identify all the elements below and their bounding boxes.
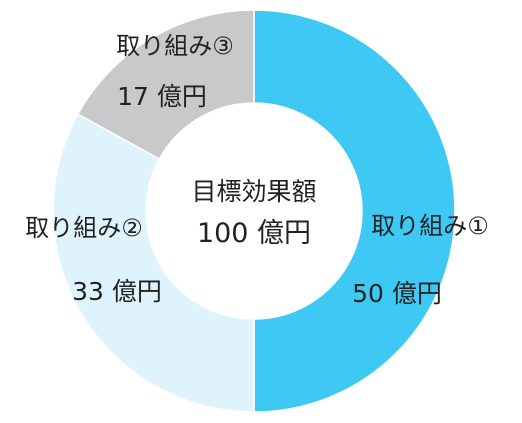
center-title: 目標効果額 bbox=[191, 177, 316, 206]
donut-slice-3 bbox=[76, 9, 255, 160]
slice-label-1: 取り組み① bbox=[371, 212, 489, 240]
donut-slice-1 bbox=[253, 9, 456, 413]
slice-labels: 取り組み① 50 億円 取り組み② 33 億円 取り組み③ 17 億円 bbox=[25, 32, 489, 308]
donut-slices bbox=[52, 9, 456, 413]
slice-label-3: 取り組み③ bbox=[116, 32, 234, 60]
slice-value-2: 33 億円 bbox=[72, 277, 162, 306]
slice-value-3: 17 億円 bbox=[117, 82, 207, 111]
center-total-value: 100 億円 bbox=[197, 218, 311, 249]
slice-value-1: 50 億円 bbox=[352, 279, 442, 308]
donut-slice-2 bbox=[52, 113, 255, 413]
slice-label-2: 取り組み② bbox=[25, 214, 143, 242]
